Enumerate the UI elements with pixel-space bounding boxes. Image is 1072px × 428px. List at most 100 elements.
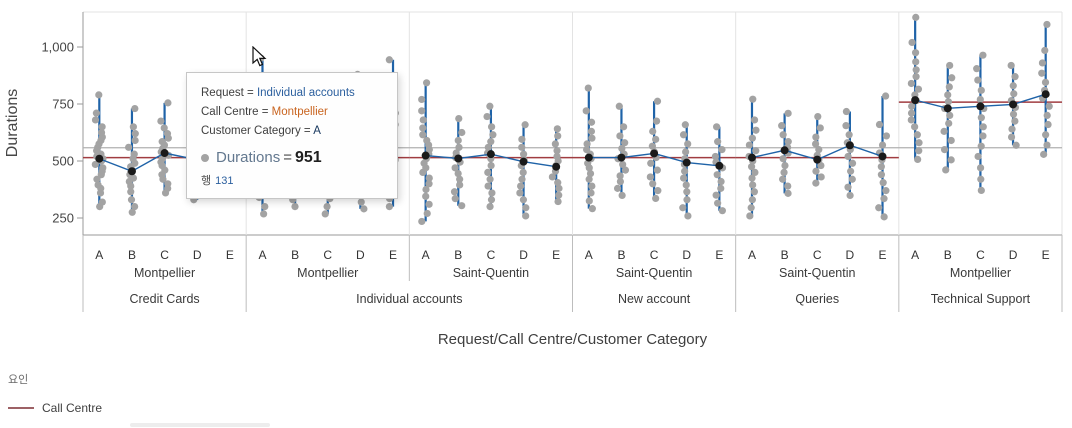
data-point[interactable] xyxy=(488,189,496,197)
data-point[interactable] xyxy=(553,147,561,155)
data-point[interactable] xyxy=(1009,82,1017,90)
mean-point[interactable] xyxy=(715,161,724,170)
data-point[interactable] xyxy=(679,204,687,212)
data-point[interactable] xyxy=(484,143,492,151)
legend-item-call-centre[interactable]: Call Centre xyxy=(8,401,102,415)
data-point[interactable] xyxy=(321,210,329,218)
data-point[interactable] xyxy=(131,104,139,113)
data-point[interactable] xyxy=(1045,102,1053,110)
mean-point[interactable] xyxy=(878,152,887,161)
data-point[interactable] xyxy=(979,132,987,140)
data-point[interactable] xyxy=(750,116,759,124)
data-point[interactable] xyxy=(842,107,851,116)
data-point[interactable] xyxy=(977,186,985,195)
data-point[interactable] xyxy=(844,152,852,161)
data-point[interactable] xyxy=(812,133,820,141)
data-point[interactable] xyxy=(817,173,825,181)
data-point[interactable] xyxy=(842,122,850,130)
data-point[interactable] xyxy=(653,97,662,105)
data-point[interactable] xyxy=(683,188,691,196)
data-point[interactable] xyxy=(1041,46,1049,55)
data-point[interactable] xyxy=(131,136,139,145)
data-point[interactable] xyxy=(844,183,852,191)
data-point[interactable] xyxy=(1044,120,1052,129)
data-point[interactable] xyxy=(621,166,630,174)
data-point[interactable] xyxy=(157,117,165,125)
data-point[interactable] xyxy=(947,156,955,164)
data-point[interactable] xyxy=(98,123,106,131)
data-point[interactable] xyxy=(127,188,135,196)
data-point[interactable] xyxy=(418,95,426,104)
data-point[interactable] xyxy=(616,172,624,180)
data-point[interactable] xyxy=(748,134,756,142)
data-point[interactable] xyxy=(425,180,433,188)
mean-point[interactable] xyxy=(127,167,136,176)
data-point[interactable] xyxy=(456,181,464,189)
data-point[interactable] xyxy=(747,163,756,171)
data-point[interactable] xyxy=(846,191,854,200)
data-point[interactable] xyxy=(1038,69,1046,77)
data-point[interactable] xyxy=(880,213,888,221)
data-point[interactable] xyxy=(1040,150,1048,158)
data-point[interactable] xyxy=(646,173,654,181)
data-point[interactable] xyxy=(779,131,787,139)
data-point[interactable] xyxy=(1042,131,1050,139)
data-point[interactable] xyxy=(455,114,463,123)
data-point[interactable] xyxy=(451,195,459,203)
mean-point[interactable] xyxy=(584,153,593,162)
data-point[interactable] xyxy=(915,139,923,147)
data-point[interactable] xyxy=(973,65,981,73)
data-point[interactable] xyxy=(517,182,525,190)
data-point[interactable] xyxy=(419,124,427,132)
data-point[interactable] xyxy=(521,121,529,129)
data-point[interactable] xyxy=(616,132,624,140)
data-point[interactable] xyxy=(976,164,985,172)
data-point[interactable] xyxy=(519,196,528,204)
mean-point[interactable] xyxy=(454,154,463,163)
data-point[interactable] xyxy=(946,61,954,70)
data-point[interactable] xyxy=(554,197,562,206)
data-point[interactable] xyxy=(781,161,789,170)
data-point[interactable] xyxy=(712,191,720,199)
mean-point[interactable] xyxy=(160,149,169,158)
data-point[interactable] xyxy=(548,173,556,181)
data-point[interactable] xyxy=(451,164,459,172)
data-point[interactable] xyxy=(907,79,915,88)
data-point[interactable] xyxy=(681,121,689,129)
data-point[interactable] xyxy=(486,102,494,110)
data-point[interactable] xyxy=(882,132,891,140)
factor-chart[interactable]: 250 500 750 1,000 Durations A B C D E Montpellier A… xyxy=(0,0,1072,320)
mean-point[interactable] xyxy=(95,154,104,163)
mean-point[interactable] xyxy=(682,158,691,167)
data-point[interactable] xyxy=(752,147,760,155)
data-point[interactable] xyxy=(749,181,757,189)
data-point[interactable] xyxy=(554,179,562,187)
data-point[interactable] xyxy=(486,203,494,211)
data-point[interactable] xyxy=(1011,117,1019,125)
data-point[interactable] xyxy=(584,84,592,92)
data-point[interactable] xyxy=(1009,110,1018,118)
data-point[interactable] xyxy=(1007,61,1015,70)
data-point[interactable] xyxy=(977,114,985,122)
data-point[interactable] xyxy=(779,175,787,183)
data-point[interactable] xyxy=(551,140,559,148)
data-point[interactable] xyxy=(160,124,168,132)
data-point[interactable] xyxy=(942,166,950,174)
data-point[interactable] xyxy=(164,180,172,188)
data-point[interactable] xyxy=(260,210,268,218)
data-point[interactable] xyxy=(585,197,593,205)
data-point[interactable] xyxy=(682,181,690,189)
data-point[interactable] xyxy=(907,109,916,117)
data-point[interactable] xyxy=(129,123,137,131)
data-point[interactable] xyxy=(128,208,136,216)
data-point[interactable] xyxy=(583,146,591,154)
data-point[interactable] xyxy=(912,58,920,66)
data-point[interactable] xyxy=(845,131,853,139)
data-point[interactable] xyxy=(1043,20,1051,29)
data-point[interactable] xyxy=(91,160,99,169)
data-point[interactable] xyxy=(357,198,365,206)
data-point[interactable] xyxy=(714,138,722,146)
data-point[interactable] xyxy=(615,102,623,110)
data-point[interactable] xyxy=(619,123,628,131)
data-point[interactable] xyxy=(323,203,331,211)
